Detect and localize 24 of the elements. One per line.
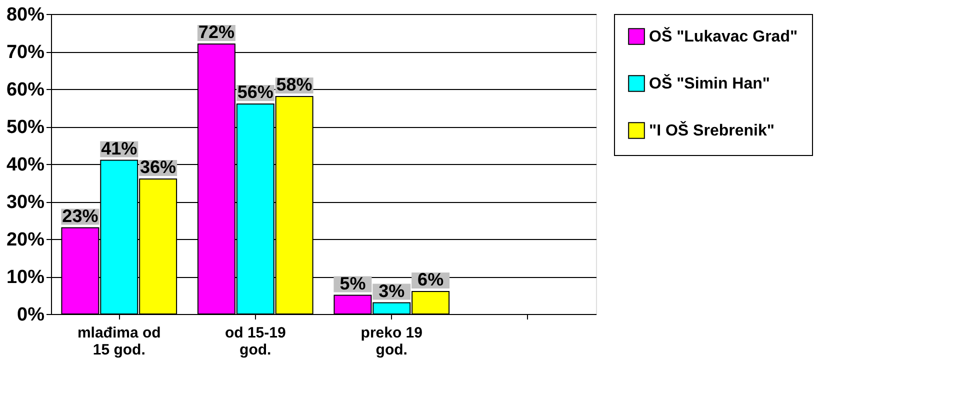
- legend-label: OŠ "Lukavac Grad": [649, 26, 798, 46]
- data-label: 23%: [62, 206, 98, 226]
- y-tick-label: 20%: [6, 230, 45, 250]
- legend-label: "I OŠ Srebrenik": [649, 120, 774, 140]
- x-tick-label: od 15-19 god.: [224, 324, 286, 358]
- legend-label: OŠ "Simin Han": [649, 74, 770, 92]
- y-tick-label: 70%: [6, 42, 45, 63]
- data-label: 3%: [378, 280, 405, 301]
- data-label: 6%: [418, 270, 444, 290]
- x-tick-label: preko 19 god.: [360, 324, 422, 358]
- y-tick-label: 40%: [6, 154, 45, 176]
- y-tick-label: 10%: [6, 267, 45, 288]
- y-tick-label: 50%: [6, 117, 45, 138]
- data-label: 72%: [198, 22, 234, 42]
- y-tick-label: 30%: [6, 192, 45, 213]
- x-tick-label: mlađima od 15 god.: [77, 324, 161, 358]
- data-label: 36%: [140, 157, 176, 177]
- y-tick-label: 0%: [17, 304, 45, 326]
- data-label: 58%: [276, 74, 312, 94]
- y-tick-label: 80%: [6, 4, 45, 26]
- data-label: 5%: [340, 273, 366, 294]
- y-tick-label: 60%: [6, 80, 45, 100]
- data-label: 41%: [101, 138, 138, 158]
- data-label: 56%: [237, 82, 274, 102]
